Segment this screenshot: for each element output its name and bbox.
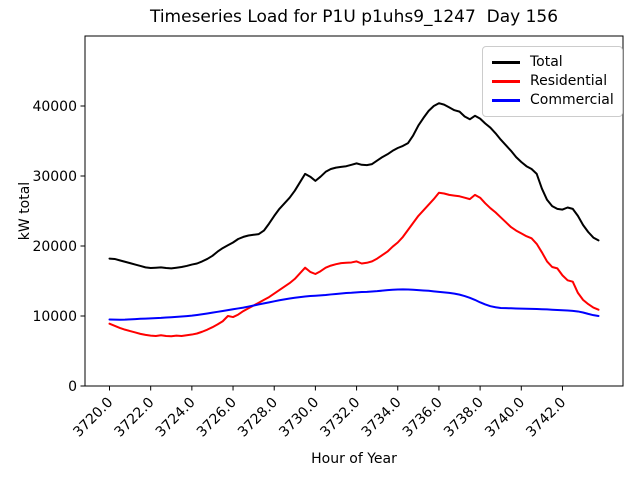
legend-label-commercial: Commercial: [530, 92, 614, 108]
x-axis-label: Hour of Year: [311, 451, 397, 467]
legend-line-total: [492, 61, 520, 64]
legend: Total Residential Commercial: [482, 46, 623, 117]
x-tick-label: 3732.0: [317, 395, 363, 441]
x-tick-label: 3724.0: [153, 395, 199, 441]
legend-item-total: Total: [492, 53, 614, 72]
x-tick-label: 3730.0: [276, 395, 322, 441]
axes-spines: [84, 35, 624, 387]
y-tick-label: 0: [68, 379, 77, 395]
x-tick-label: 3722.0: [112, 395, 158, 441]
x-tick-label: 3740.0: [482, 395, 528, 441]
series-line-residential: [108, 191, 600, 338]
x-tick-label: 3720.0: [70, 395, 116, 441]
series-line-commercial: [108, 288, 600, 321]
legend-item-commercial: Commercial: [492, 91, 614, 110]
y-tick-label: 40000: [32, 99, 77, 115]
x-tick-label: 3734.0: [359, 395, 405, 441]
y-tick-label: 10000: [32, 309, 77, 325]
legend-line-commercial: [492, 99, 520, 102]
legend-label-residential: Residential: [530, 73, 608, 89]
x-tick-label: 3728.0: [235, 395, 281, 441]
x-tick-label: 3736.0: [400, 395, 446, 441]
x-tick-label: 3726.0: [194, 395, 240, 441]
y-tick-label: 30000: [32, 169, 77, 185]
chart-title: Timeseries Load for P1U p1uhs9_1247 Day …: [149, 7, 559, 27]
legend-line-residential: [492, 80, 520, 83]
legend-label-total: Total: [530, 54, 563, 70]
series-line-total: [108, 102, 600, 270]
legend-item-residential: Residential: [492, 72, 614, 91]
y-tick-label: 20000: [32, 239, 77, 255]
x-tick-label: 3742.0: [523, 395, 569, 441]
x-tick-label: 3738.0: [441, 395, 487, 441]
